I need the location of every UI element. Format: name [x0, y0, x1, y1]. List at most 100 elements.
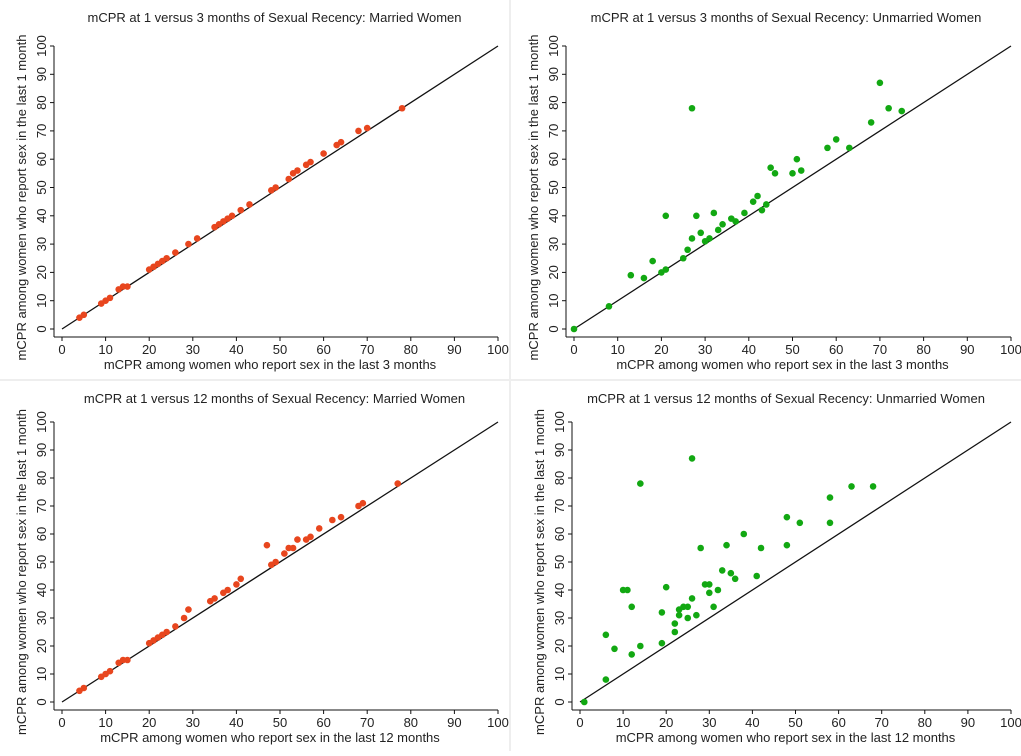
x-tick-label: 10 — [98, 342, 112, 357]
y-tick-label: 100 — [546, 35, 561, 57]
y-tick-label: 20 — [34, 265, 49, 279]
scatter-point — [671, 620, 679, 627]
scatter-point — [124, 656, 131, 664]
chart-title: mCPR at 1 versus 12 months of Sexual Rec… — [84, 391, 465, 406]
scatter-point — [876, 79, 884, 87]
y-tick-label: 30 — [34, 611, 49, 625]
scatter-point — [106, 667, 114, 675]
scatter-point — [741, 209, 748, 217]
scatter-point — [762, 201, 770, 208]
x-axis-label: mCPR among women who report sex in the l… — [616, 730, 956, 745]
x-tick-label: 0 — [576, 715, 583, 730]
scatter-point — [867, 119, 875, 126]
y-axis-label: mCPR among women who report sex in the l… — [14, 409, 29, 735]
scatter-point — [272, 184, 279, 191]
x-tick-label: 0 — [58, 342, 65, 357]
scatter-point — [640, 274, 648, 282]
scatter-point — [662, 583, 670, 591]
x-axis-label: mCPR among women who report sex in the l… — [104, 357, 437, 372]
scatter-point — [106, 294, 114, 302]
panel-divider-vertical — [509, 0, 511, 751]
x-tick-label: 60 — [831, 715, 845, 730]
reference-diagonal-line — [61, 45, 499, 330]
scatter-point — [732, 218, 739, 225]
y-tick-label: 30 — [546, 237, 561, 251]
scatter-point — [662, 266, 670, 273]
scatter-point — [662, 212, 670, 220]
scatter-point — [783, 541, 791, 549]
scatter-point — [605, 303, 613, 310]
x-tick-label: 70 — [360, 715, 374, 730]
x-tick-label: 40 — [742, 342, 756, 357]
scatter-point — [359, 499, 367, 507]
y-tick-label: 60 — [552, 527, 567, 541]
scatter-point — [224, 586, 231, 594]
scatter-point — [602, 676, 610, 683]
y-tick-label: 90 — [34, 443, 49, 457]
y-tick-label: 40 — [546, 209, 561, 223]
scatter-point — [848, 483, 855, 490]
y-tick-label: 70 — [552, 499, 567, 513]
x-tick-label: 80 — [918, 715, 932, 730]
chart-panel-top-left: mCPR at 1 versus 3 months of Sexual Rece… — [0, 0, 509, 379]
scatter-point — [124, 283, 131, 290]
scatter-point — [688, 104, 696, 112]
reference-diagonal-line — [61, 421, 499, 703]
x-tick-label: 40 — [229, 342, 243, 357]
scatter-chart-1m-vs-12m-unmarried: mCPR at 1 versus 12 months of Sexual Rec… — [532, 391, 1021, 745]
scatter-point — [753, 572, 761, 580]
scatter-point — [846, 144, 853, 152]
scatter-point — [172, 623, 179, 630]
scatter-point — [285, 175, 293, 183]
x-tick-label: 30 — [186, 342, 200, 357]
scatter-point — [320, 150, 327, 157]
scatter-point — [649, 257, 656, 265]
x-tick-label: 80 — [404, 342, 418, 357]
x-tick-label: 30 — [186, 715, 200, 730]
scatter-point — [688, 595, 696, 602]
scatter-point — [658, 609, 666, 616]
scatter-point — [658, 639, 666, 647]
chart-title: mCPR at 1 versus 3 months of Sexual Rece… — [591, 10, 982, 25]
scatter-chart-1m-vs-3m-married: mCPR at 1 versus 3 months of Sexual Rece… — [14, 10, 509, 372]
scatter-point — [796, 519, 804, 527]
y-tick-label: 10 — [34, 667, 49, 681]
scatter-point — [723, 541, 730, 549]
x-tick-label: 50 — [273, 342, 287, 357]
scatter-point — [706, 589, 713, 597]
scatter-point — [758, 206, 766, 214]
scatter-point — [688, 235, 696, 242]
scatter-point — [688, 455, 696, 462]
y-tick-label: 50 — [34, 180, 49, 194]
x-axis-label: mCPR among women who report sex in the l… — [100, 730, 440, 745]
scatter-point — [718, 567, 726, 574]
scatter-point — [281, 550, 288, 557]
scatter-point — [710, 603, 717, 611]
scatter-point — [237, 206, 245, 214]
scatter-point — [337, 513, 345, 521]
x-tick-label: 40 — [229, 715, 243, 730]
y-tick-label: 60 — [34, 152, 49, 166]
x-tick-label: 100 — [487, 715, 509, 730]
scatter-point — [826, 494, 834, 501]
x-tick-label: 80 — [916, 342, 930, 357]
scatter-point — [706, 235, 713, 242]
scatter-point — [307, 158, 314, 166]
x-tick-label: 90 — [447, 342, 461, 357]
scatter-point — [246, 201, 253, 208]
y-tick-label: 40 — [34, 583, 49, 597]
x-tick-label: 30 — [698, 342, 712, 357]
scatter-point — [628, 603, 636, 611]
scatter-point — [757, 544, 765, 552]
scatter-point — [832, 136, 840, 143]
scatter-point — [263, 541, 271, 549]
scatter-point — [793, 155, 801, 163]
x-tick-label: 40 — [745, 715, 759, 730]
x-tick-label: 70 — [873, 342, 887, 357]
scatter-point — [675, 611, 683, 619]
scatter-point — [719, 220, 726, 228]
scatter-point — [294, 536, 301, 543]
y-tick-label: 70 — [34, 499, 49, 513]
y-tick-label: 100 — [552, 411, 567, 433]
y-tick-label: 70 — [546, 124, 561, 138]
